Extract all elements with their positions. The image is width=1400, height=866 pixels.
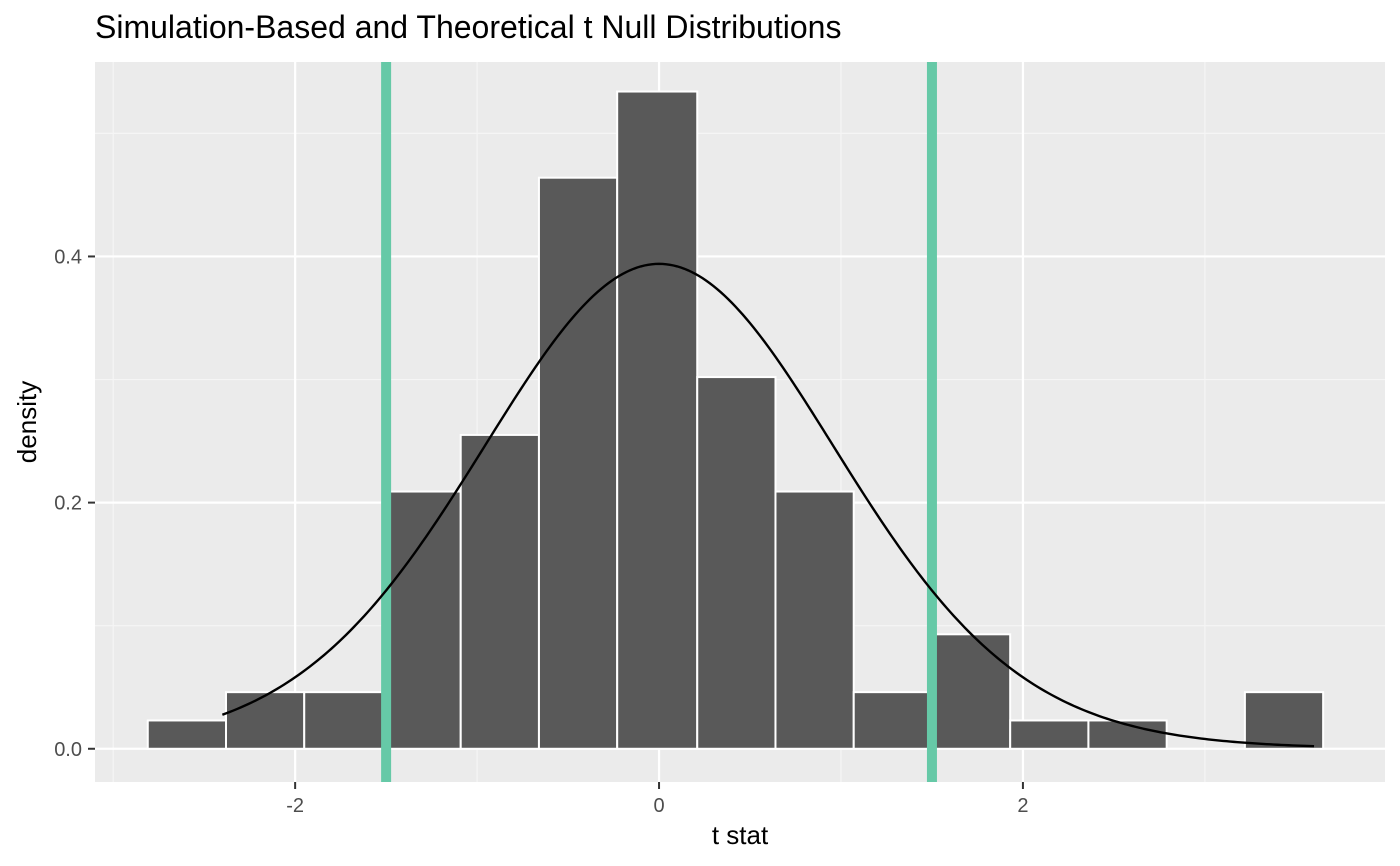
- x-axis-title: t stat: [712, 820, 769, 850]
- y-axis-tick-label: 0.2: [54, 493, 82, 515]
- histogram-bar: [616, 90, 699, 750]
- histogram-bar: [930, 633, 1012, 750]
- x-axis-tick-label: 2: [1017, 795, 1028, 817]
- histogram-bar: [537, 176, 619, 750]
- y-axis-title: density: [12, 381, 42, 463]
- histogram-bar: [1009, 719, 1090, 750]
- histogram-bar: [852, 691, 933, 750]
- reference-lines: [381, 62, 937, 782]
- y-axis-tick-label: 0.4: [54, 246, 82, 268]
- theoretical-t-density-curve: [221, 262, 1315, 748]
- histogram-bar: [146, 719, 228, 750]
- histogram-bar: [459, 433, 540, 750]
- y-axis: 0.0 0.2 0.4: [54, 246, 95, 761]
- x-axis-tick-label: -2: [286, 795, 304, 817]
- x-axis: -2 0 2: [286, 782, 1028, 817]
- histogram-bar: [303, 691, 384, 750]
- y-axis-tick-label: 0.0: [54, 739, 82, 761]
- histogram-bars: [146, 90, 1325, 750]
- histogram-bar: [1243, 691, 1325, 750]
- histogram-bar: [225, 691, 306, 750]
- histogram-bar: [381, 490, 462, 750]
- histogram-bar: [696, 376, 777, 750]
- histogram-bar: [774, 490, 855, 750]
- x-axis-tick-label: 0: [653, 795, 664, 817]
- chart-title: Simulation-Based and Theoretical t Null …: [95, 9, 841, 45]
